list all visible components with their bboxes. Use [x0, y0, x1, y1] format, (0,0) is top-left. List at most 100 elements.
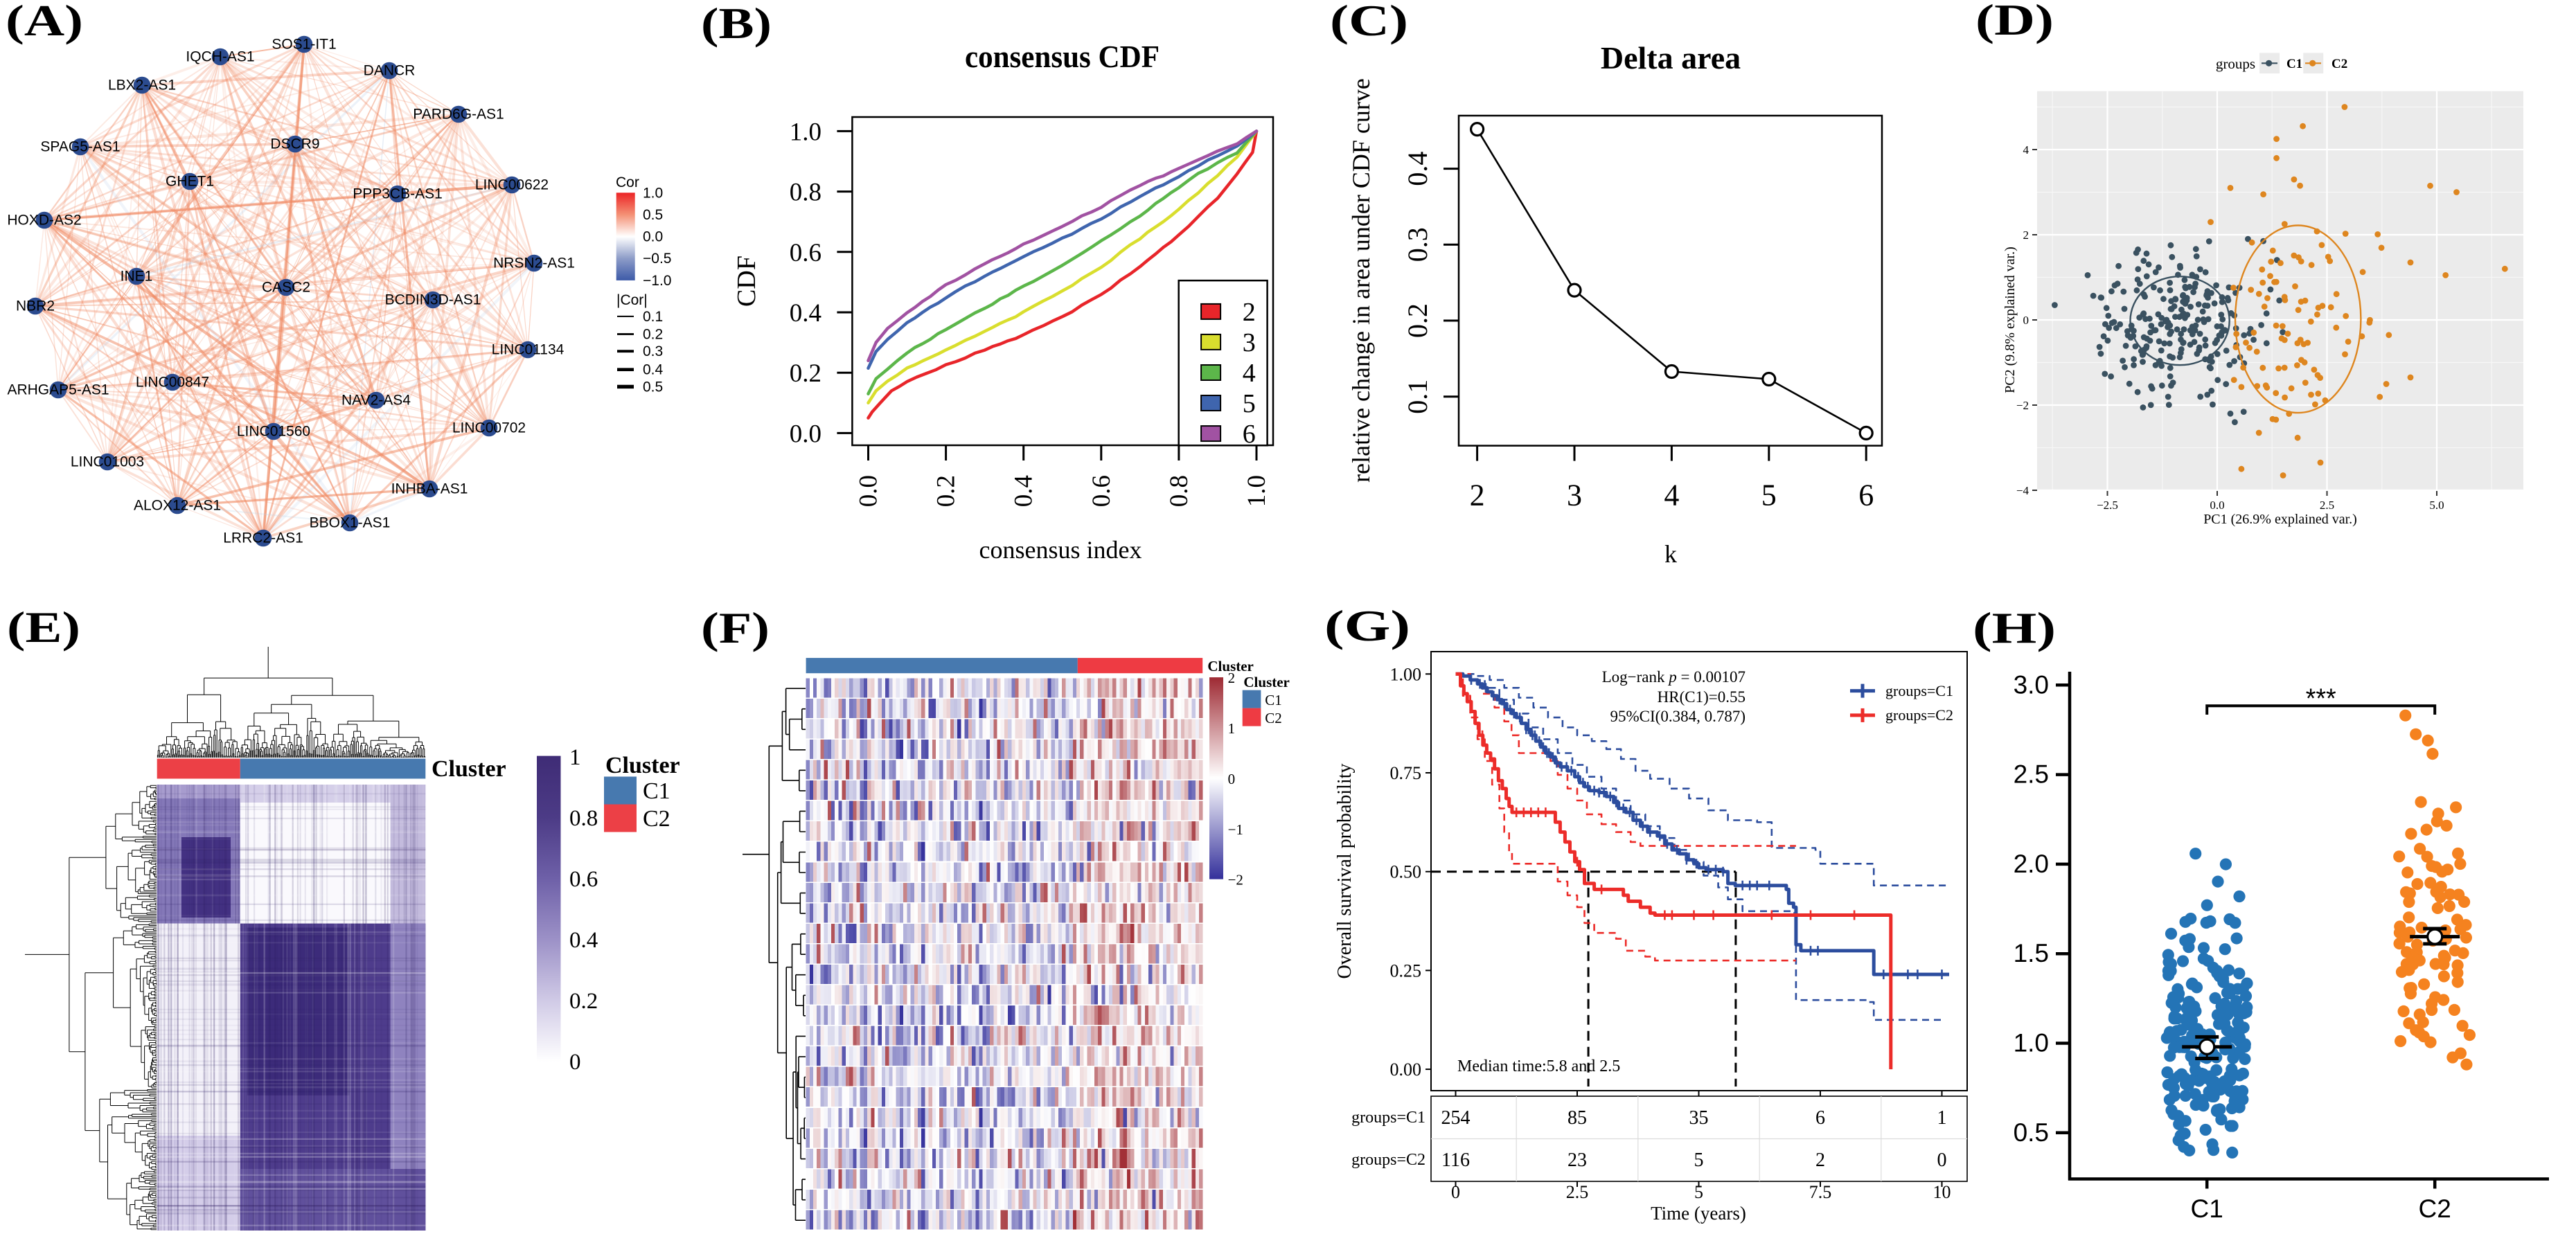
svg-text:0.1: 0.1	[1402, 379, 1433, 414]
svg-text:2.5: 2.5	[2014, 760, 2049, 789]
svg-text:C1: C1	[1265, 692, 1282, 708]
svg-text:3: 3	[1243, 328, 1256, 357]
svg-text:(B): (B)	[701, 0, 772, 48]
svg-text:2.5: 2.5	[2320, 499, 2334, 512]
svg-text:***: ***	[2306, 683, 2336, 714]
svg-text:LINC00622: LINC00622	[475, 177, 549, 193]
svg-text:CDF: CDF	[732, 256, 761, 307]
svg-text:k: k	[1664, 540, 1677, 568]
svg-text:6: 6	[1815, 1107, 1825, 1129]
svg-text:SPAG5-AS1: SPAG5-AS1	[40, 139, 120, 155]
svg-text:ALOX12-AS1: ALOX12-AS1	[134, 498, 221, 514]
svg-text:−2: −2	[2016, 399, 2029, 412]
svg-text:1: 1	[1228, 720, 1236, 737]
svg-text:Time (years): Time (years)	[1651, 1203, 1746, 1224]
svg-text:116: 116	[1441, 1150, 1470, 1171]
svg-text:consensus index: consensus index	[979, 536, 1142, 564]
svg-text:3: 3	[1567, 479, 1582, 512]
svg-text:LINC01134: LINC01134	[492, 342, 565, 358]
svg-text:BCDIN3D-AS1: BCDIN3D-AS1	[385, 292, 481, 308]
svg-text:PC1 (26.9% explained var.): PC1 (26.9% explained var.)	[2203, 512, 2357, 527]
svg-text:C1: C1	[2286, 57, 2302, 71]
svg-text:4: 4	[1243, 359, 1256, 388]
svg-text:C2: C2	[2331, 57, 2347, 71]
svg-text:6: 6	[1243, 420, 1256, 449]
svg-text:0.00: 0.00	[1390, 1059, 1422, 1080]
svg-text:0.5: 0.5	[2014, 1118, 2049, 1147]
svg-text:PPP3CB-AS1: PPP3CB-AS1	[353, 186, 443, 202]
svg-text:2: 2	[1815, 1150, 1825, 1171]
svg-text:Log−rank p = 0.00107: Log−rank p = 0.00107	[1602, 668, 1746, 686]
svg-text:0.2: 0.2	[569, 989, 598, 1014]
svg-text:(H): (H)	[1973, 603, 2056, 652]
svg-text:Cluster: Cluster	[432, 756, 506, 782]
svg-text:IQCH-AS1: IQCH-AS1	[186, 49, 254, 65]
svg-text:−2.5: −2.5	[2097, 499, 2118, 512]
svg-text:5: 5	[1694, 1150, 1704, 1171]
svg-text:0.50: 0.50	[1390, 862, 1422, 882]
svg-text:(A): (A)	[6, 0, 83, 45]
svg-text:|Cor|: |Cor|	[616, 292, 648, 308]
svg-text:−2: −2	[1228, 872, 1243, 888]
svg-text:(F): (F)	[701, 603, 770, 652]
svg-text:0.8: 0.8	[569, 806, 598, 831]
svg-text:0: 0	[569, 1050, 581, 1075]
svg-text:23: 23	[1567, 1150, 1587, 1171]
svg-text:1.00: 1.00	[1390, 664, 1422, 684]
svg-text:4: 4	[2023, 143, 2029, 157]
svg-text:7.5: 7.5	[1809, 1182, 1832, 1202]
svg-text:0.4: 0.4	[790, 299, 821, 328]
svg-text:0: 0	[1937, 1150, 1947, 1171]
svg-text:0.4: 0.4	[1010, 475, 1038, 507]
svg-text:5: 5	[1694, 1182, 1703, 1202]
svg-text:95%CI(0.384, 0.787): 95%CI(0.384, 0.787)	[1610, 708, 1746, 725]
svg-text:2: 2	[1243, 298, 1256, 327]
svg-text:PC2 (9.8% explained var.): PC2 (9.8% explained var.)	[2002, 247, 2018, 393]
svg-text:Cluster: Cluster	[1207, 658, 1254, 674]
svg-text:5.0: 5.0	[2429, 499, 2444, 512]
svg-text:C1: C1	[2191, 1195, 2223, 1223]
svg-text:INE1: INE1	[121, 269, 153, 285]
svg-text:ARHGAP5-AS1: ARHGAP5-AS1	[7, 382, 109, 398]
svg-text:2: 2	[1470, 479, 1485, 512]
svg-text:C2: C2	[643, 806, 670, 832]
svg-text:0.8: 0.8	[1165, 475, 1193, 507]
svg-text:CASC2: CASC2	[262, 280, 310, 296]
svg-text:Cor: Cor	[616, 175, 639, 190]
svg-text:0: 0	[1228, 771, 1236, 787]
svg-text:LBX2-AS1: LBX2-AS1	[108, 78, 176, 93]
svg-text:DSCR9: DSCR9	[270, 136, 319, 152]
svg-text:PARD6G-AS1: PARD6G-AS1	[413, 107, 504, 123]
svg-text:0: 0	[2023, 314, 2029, 327]
svg-text:SOS1-IT1: SOS1-IT1	[272, 37, 336, 53]
svg-text:0.2: 0.2	[932, 475, 961, 507]
svg-text:0.0: 0.0	[643, 229, 663, 245]
svg-text:−1: −1	[1228, 821, 1243, 838]
svg-text:C2: C2	[1265, 710, 1282, 726]
svg-text:0: 0	[1451, 1182, 1460, 1202]
svg-text:254: 254	[1441, 1107, 1471, 1129]
svg-text:Median time:5.8 and 2.5: Median time:5.8 and 2.5	[1457, 1057, 1620, 1075]
svg-text:5: 5	[1243, 389, 1256, 418]
svg-text:2: 2	[1228, 670, 1236, 686]
svg-text:LINC00702: LINC00702	[452, 420, 526, 436]
svg-text:(E): (E)	[7, 602, 80, 652]
svg-text:HR(C1)=0.55: HR(C1)=0.55	[1658, 688, 1746, 706]
svg-text:0.5: 0.5	[643, 379, 663, 395]
svg-text:C2: C2	[2419, 1195, 2451, 1223]
svg-text:1: 1	[569, 745, 581, 770]
svg-text:0.5: 0.5	[643, 207, 663, 223]
svg-text:2.0: 2.0	[2014, 850, 2049, 878]
svg-text:0.0: 0.0	[2210, 499, 2224, 512]
svg-text:10: 10	[1933, 1182, 1951, 1202]
svg-text:consensus CDF: consensus CDF	[965, 39, 1160, 74]
svg-text:0.4: 0.4	[643, 362, 664, 378]
svg-text:HOXD-AS2: HOXD-AS2	[7, 213, 81, 229]
svg-text:BBOX1-AS1: BBOX1-AS1	[310, 515, 391, 531]
svg-text:0.4: 0.4	[569, 928, 598, 953]
svg-text:Cluster: Cluster	[1243, 674, 1290, 690]
svg-text:−4: −4	[2016, 484, 2029, 497]
svg-text:−1.0: −1.0	[643, 273, 671, 289]
svg-text:0.6: 0.6	[790, 239, 821, 267]
svg-text:groups=C1: groups=C1	[1351, 1109, 1425, 1127]
